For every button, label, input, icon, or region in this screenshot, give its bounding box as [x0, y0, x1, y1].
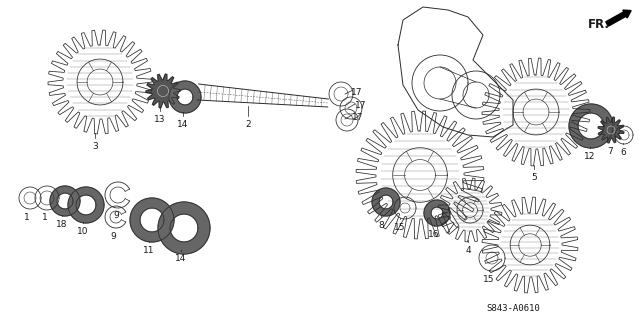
Text: 11: 11 [143, 246, 155, 255]
Text: 17: 17 [352, 113, 364, 122]
Polygon shape [598, 117, 624, 143]
Text: 9: 9 [110, 232, 116, 241]
Text: 17: 17 [351, 88, 363, 97]
Text: 1: 1 [42, 213, 48, 222]
Text: 18: 18 [56, 220, 68, 229]
Text: 12: 12 [584, 152, 596, 161]
Text: S843-A0610: S843-A0610 [486, 304, 540, 313]
Text: 16: 16 [428, 230, 440, 239]
Text: 13: 13 [154, 115, 166, 124]
Text: 1: 1 [24, 213, 30, 222]
Text: 10: 10 [77, 227, 89, 236]
Text: 8: 8 [378, 221, 384, 230]
Text: 14: 14 [175, 254, 187, 263]
Text: 7: 7 [607, 147, 613, 156]
Text: 5: 5 [531, 173, 537, 182]
Text: 2: 2 [245, 120, 251, 129]
Text: 15: 15 [394, 223, 406, 232]
Text: 17: 17 [355, 101, 367, 110]
Text: FR.: FR. [588, 18, 610, 31]
Text: 14: 14 [177, 120, 189, 129]
Text: 3: 3 [92, 142, 98, 151]
FancyArrow shape [606, 10, 631, 26]
Text: 6: 6 [620, 148, 626, 157]
Text: 4: 4 [465, 246, 471, 255]
Text: 15: 15 [483, 275, 495, 284]
Polygon shape [146, 74, 180, 108]
Text: 9: 9 [113, 211, 119, 220]
